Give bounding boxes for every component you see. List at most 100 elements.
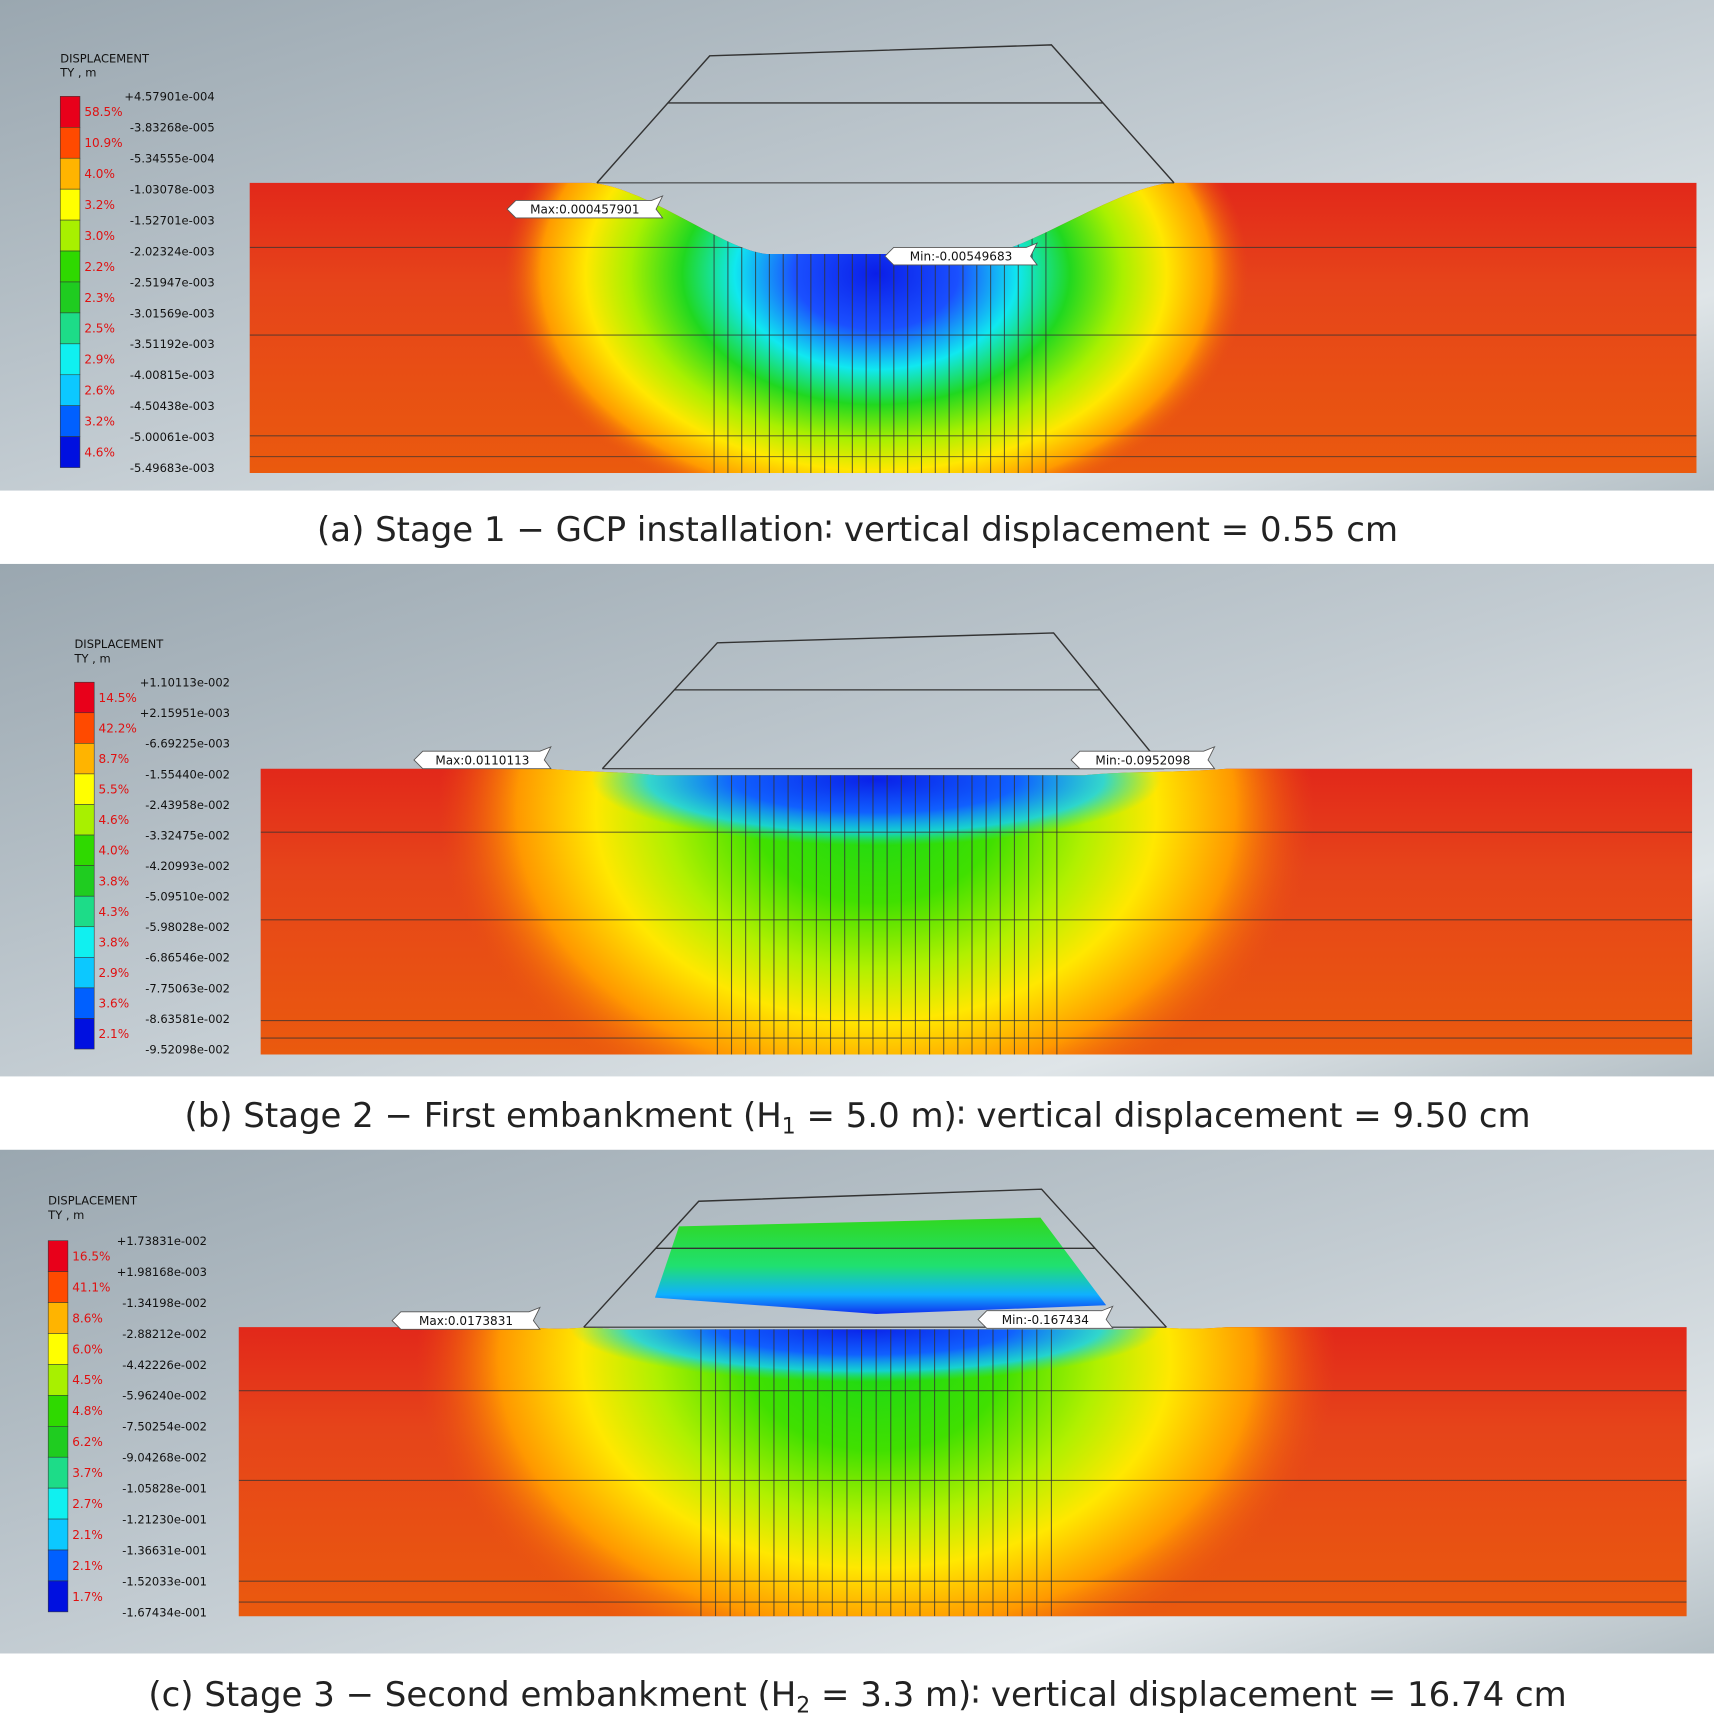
legend-value: -4.00815e-003 <box>130 368 215 382</box>
caption-text: (a) Stage 1 − GCP installation∶ vertical… <box>317 510 1398 550</box>
legend-percent: 4.3% <box>99 905 130 919</box>
legend-swatch <box>59 374 81 406</box>
legend-swatch <box>47 1518 69 1551</box>
legend-value: +2.15951e-003 <box>140 706 230 720</box>
legend-swatch <box>59 96 81 128</box>
embankment <box>583 1188 1167 1328</box>
legend-value: -1.05828e-001 <box>122 1482 207 1496</box>
legend-value: -1.52033e-001 <box>122 1574 207 1588</box>
legend-percent: 4.5% <box>72 1373 103 1387</box>
legend-title: TY , m <box>73 651 110 665</box>
legend-value: -1.34198e-002 <box>122 1296 207 1310</box>
legend-percent: 3.6% <box>99 997 130 1011</box>
legend-percent: 2.5% <box>84 322 115 336</box>
legend-swatch <box>47 1580 69 1613</box>
legend-title: TY , m <box>47 1208 84 1222</box>
legend-percent: 4.8% <box>72 1404 103 1418</box>
legend-value: -5.98028e-002 <box>145 920 230 934</box>
legend-swatch <box>47 1395 69 1427</box>
legend-percent: 3.0% <box>84 229 115 243</box>
caption-text: (b) Stage 2 − First embankment (H <box>184 1096 781 1136</box>
legend-value: -1.36631e-001 <box>122 1543 207 1557</box>
embankment-fill <box>654 1217 1107 1315</box>
callout-label: Max:0.0173831 <box>419 1314 513 1328</box>
legend-value: -4.42226e-002 <box>122 1358 207 1372</box>
callout-label: Min:-0.0952098 <box>1095 753 1190 767</box>
legend-value: -8.63581e-002 <box>145 1012 230 1026</box>
legend-percent: 4.6% <box>99 813 130 827</box>
legend-percent: 41.1% <box>72 1280 110 1294</box>
legend-swatch <box>59 343 81 376</box>
caption: (c) Stage 3 − Second embankment (H2 = 3.… <box>148 1675 1566 1717</box>
callout-label: Min:-0.00549683 <box>910 250 1012 264</box>
legend-value: +1.10113e-002 <box>140 676 230 690</box>
caption-text: = 3.3 m)∶ vertical displacement = 16.74 … <box>810 1675 1566 1715</box>
legend-percent: 8.6% <box>72 1311 103 1325</box>
caption-subscript: 2 <box>796 1694 810 1717</box>
legend-value: -5.09510e-002 <box>145 890 230 904</box>
embankment <box>596 44 1175 184</box>
callout-label: Min:-0.167434 <box>1002 1313 1089 1327</box>
legend-percent: 2.2% <box>84 260 115 274</box>
legend-swatch <box>74 834 95 866</box>
legend-percent: 8.7% <box>99 752 130 766</box>
legend-swatch <box>59 250 81 283</box>
callout-box <box>413 745 552 770</box>
legend-swatch <box>74 773 95 805</box>
legend-percent: 3.7% <box>72 1466 103 1480</box>
legend-value: -5.34555e-004 <box>130 152 215 166</box>
legend-value: -3.51192e-003 <box>130 337 215 351</box>
legend-percent: 3.8% <box>99 935 130 949</box>
legend-value: -6.69225e-003 <box>145 737 230 751</box>
legend-percent: 6.0% <box>72 1342 103 1356</box>
callout-box <box>977 1305 1114 1329</box>
legend-swatch <box>74 712 95 744</box>
legend-swatch <box>59 157 81 190</box>
legend-swatch <box>74 681 95 714</box>
legend-percent: 5.5% <box>99 783 130 797</box>
callout-box <box>506 195 664 219</box>
legend-percent: 3.8% <box>99 874 130 888</box>
legend-swatch <box>47 1271 69 1303</box>
legend-swatch <box>74 743 95 775</box>
legend-swatch <box>74 865 95 897</box>
legend-value: -6.86546e-002 <box>145 951 230 965</box>
legend-percent: 2.7% <box>72 1497 103 1511</box>
legend-percent: 2.1% <box>72 1528 103 1542</box>
legend-percent: 2.3% <box>84 291 115 305</box>
contour-min <box>591 768 1161 846</box>
legend-swatch <box>59 312 81 345</box>
legend-value: -5.00061e-003 <box>130 430 215 444</box>
legend-percent: 16.5% <box>72 1250 110 1264</box>
legend-value: -1.67434e-001 <box>122 1605 207 1619</box>
legend-swatch <box>74 957 95 989</box>
legend-value: -5.96240e-002 <box>122 1389 207 1403</box>
legend-value: -1.55440e-002 <box>145 767 230 781</box>
legend-swatch <box>59 405 81 437</box>
legend-title: DISPLACEMENT <box>60 51 150 65</box>
contour-field <box>260 768 1693 1055</box>
legend-percent: 10.9% <box>84 136 122 150</box>
legend-value: -5.49683e-003 <box>130 461 215 475</box>
legend-value: -4.20993e-002 <box>145 859 230 873</box>
legend-percent: 58.5% <box>84 105 122 119</box>
legend-value: -1.03078e-003 <box>130 183 215 197</box>
legend-swatch <box>59 281 81 314</box>
legend-value: -9.04268e-002 <box>122 1451 207 1465</box>
callout-label: Max:0.000457901 <box>530 203 639 217</box>
legend-swatch <box>47 1302 69 1334</box>
legend-percent: 3.2% <box>84 198 115 212</box>
legend-value: -1.21230e-001 <box>122 1512 207 1526</box>
legend-value: -7.50254e-002 <box>122 1420 207 1434</box>
legend-value: -2.43958e-002 <box>145 798 230 812</box>
legend-title: TY , m <box>59 66 96 80</box>
legend-swatch <box>59 127 81 159</box>
caption-text: (c) Stage 3 − Second embankment (H <box>148 1675 796 1715</box>
legend-value: -2.88212e-002 <box>122 1327 207 1341</box>
caption-text: = 5.0 m)∶ vertical displacement = 9.50 c… <box>796 1096 1531 1136</box>
legend-value: -3.01569e-003 <box>130 306 215 320</box>
